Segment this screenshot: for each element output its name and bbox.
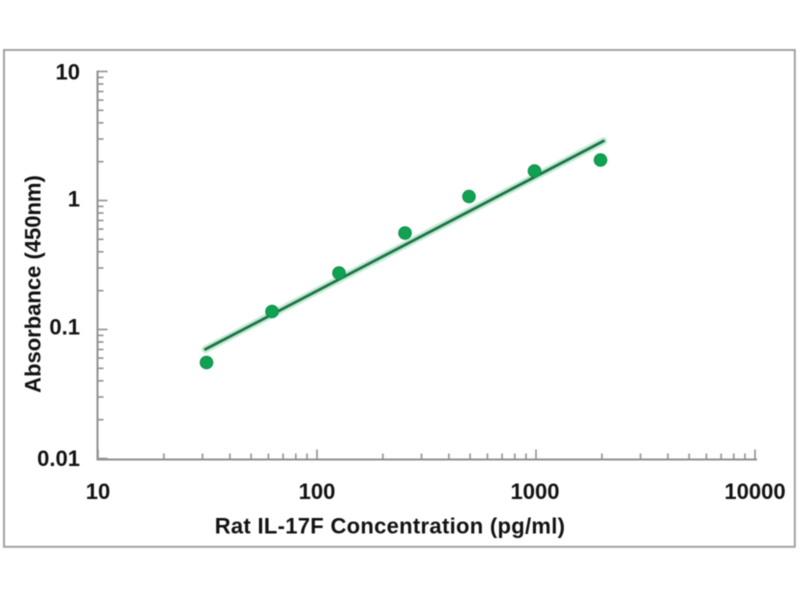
svg-text:Absorbance (450nm): Absorbance (450nm) — [21, 175, 46, 393]
svg-text:10: 10 — [86, 479, 110, 504]
svg-text:10000: 10000 — [724, 479, 785, 504]
svg-text:0.1: 0.1 — [49, 315, 80, 340]
svg-text:1: 1 — [68, 187, 80, 212]
svg-text:1000: 1000 — [511, 479, 560, 504]
svg-text:0.01: 0.01 — [37, 446, 80, 471]
svg-text:10: 10 — [56, 60, 80, 85]
svg-text:100: 100 — [299, 479, 336, 504]
svg-text:Rat IL-17F Concentration (pg/m: Rat IL-17F Concentration (pg/ml) — [215, 514, 566, 539]
